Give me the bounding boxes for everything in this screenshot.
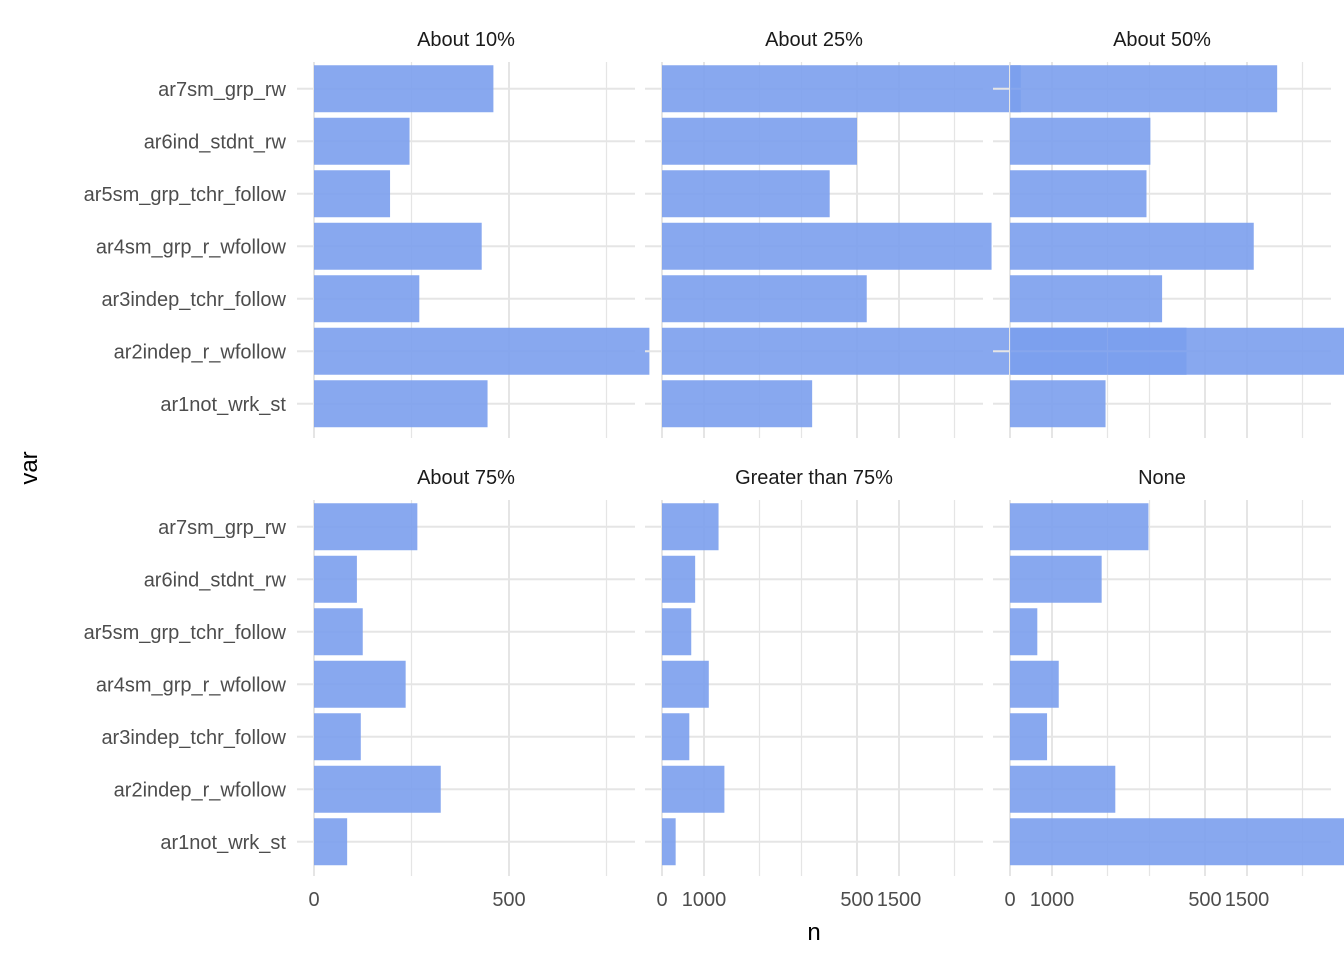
bar-about-75-ar3indep-tchr-follow	[314, 713, 361, 761]
bar-about-50-ar7sm-grp-rw	[1010, 65, 1278, 113]
y-tick-label: ar5sm_grp_tchr_follow	[84, 184, 287, 206]
bar-none-ar6ind-stdnt-rw	[1010, 555, 1102, 603]
bar-about-75-ar5sm-grp-tchr-follow	[314, 608, 363, 656]
x-tick-label: 500	[1188, 889, 1221, 911]
bar-none-ar1not-wrk-st	[1010, 818, 1344, 866]
bar-about-10-ar6ind-stdnt-rw	[314, 117, 410, 165]
y-tick-label: ar3indep_tchr_follow	[101, 727, 286, 749]
bar-none-ar7sm-grp-rw	[1010, 503, 1149, 551]
facet-panels: About 10% About 25% About 50% About 75% Grea…	[297, 29, 1344, 876]
y-axis-title: var	[16, 451, 43, 484]
bar-about-10-ar7sm-grp-rw	[314, 65, 494, 113]
bar-greater-than-75-ar6ind-stdnt-rw	[662, 555, 696, 603]
facet-panel-about-50: About 50%	[993, 29, 1344, 438]
x-tick-label: 0	[656, 889, 667, 911]
bar-about-10-ar4sm-grp-r-wfollow	[314, 222, 482, 270]
y-tick-label: ar6ind_stdnt_rw	[144, 569, 287, 591]
bar-about-50-ar5sm-grp-tchr-follow	[1010, 170, 1147, 218]
facet-strip-label: About 25%	[765, 29, 863, 51]
y-tick-label: ar7sm_grp_rw	[158, 517, 286, 539]
bar-greater-than-75-ar3indep-tchr-follow	[662, 713, 690, 761]
bar-greater-than-75-ar5sm-grp-tchr-follow	[662, 608, 692, 656]
bar-about-75-ar2indep-r-wfollow	[314, 765, 441, 813]
y-tick-label: ar6ind_stdnt_rw	[144, 131, 287, 153]
facet-panel-about-75: About 75%	[297, 467, 900, 876]
x-tick-label: 1000	[682, 889, 727, 911]
bar-about-75-ar6ind-stdnt-rw	[314, 555, 357, 603]
bar-greater-than-75-ar1not-wrk-st	[662, 818, 676, 866]
bar-about-25-ar7sm-grp-rw	[662, 65, 1021, 113]
bar-about-10-ar2indep-r-wfollow	[314, 327, 650, 375]
bar-about-25-ar1not-wrk-st	[662, 380, 813, 428]
y-tick-label: ar2indep_r_wfollow	[114, 779, 287, 801]
bar-about-75-ar7sm-grp-rw	[314, 503, 418, 551]
bar-about-10-ar3indep-tchr-follow	[314, 275, 420, 323]
y-tick-labels: ar1not_wrk_st ar2indep_r_wfollow ar3indep_…	[84, 79, 287, 854]
facet-panel-none: None	[993, 467, 1344, 876]
bar-about-25-ar6ind-stdnt-rw	[662, 117, 857, 165]
x-tick-labels: 050010001500050010001500050010001500	[308, 889, 1270, 911]
facet-strip-label: About 50%	[1113, 29, 1211, 51]
bar-about-75-ar1not-wrk-st	[314, 818, 348, 866]
y-tick-label: ar4sm_grp_r_wfollow	[96, 236, 287, 258]
bar-about-50-ar3indep-tchr-follow	[1010, 275, 1163, 323]
bar-about-25-ar5sm-grp-tchr-follow	[662, 170, 830, 218]
facet-strip-label: None	[1138, 467, 1186, 489]
bar-none-ar4sm-grp-r-wfollow	[1010, 660, 1059, 708]
x-tick-label: 1000	[1030, 889, 1075, 911]
x-tick-label: 1500	[1225, 889, 1270, 911]
facet-strip-label: Greater than 75%	[735, 467, 893, 489]
bar-about-50-ar6ind-stdnt-rw	[1010, 117, 1151, 165]
y-tick-label: ar4sm_grp_r_wfollow	[96, 674, 287, 696]
x-tick-label: 0	[1004, 889, 1015, 911]
bar-none-ar3indep-tchr-follow	[1010, 713, 1048, 761]
y-tick-label: ar1not_wrk_st	[160, 832, 286, 854]
bar-greater-than-75-ar7sm-grp-rw	[662, 503, 719, 551]
x-axis-title: n	[807, 919, 820, 946]
bar-about-50-ar2indep-r-wfollow	[1010, 327, 1344, 375]
y-tick-label: ar7sm_grp_rw	[158, 79, 286, 101]
bar-about-25-ar4sm-grp-r-wfollow	[662, 222, 992, 270]
bar-about-25-ar3indep-tchr-follow	[662, 275, 867, 323]
bar-greater-than-75-ar4sm-grp-r-wfollow	[662, 660, 709, 708]
x-tick-label: 500	[492, 889, 525, 911]
bar-about-50-ar1not-wrk-st	[1010, 380, 1106, 428]
facet-strip-label: About 75%	[417, 467, 515, 489]
bar-none-ar5sm-grp-tchr-follow	[1010, 608, 1038, 656]
x-tick-label: 0	[308, 889, 319, 911]
x-tick-label: 1500	[877, 889, 922, 911]
facet-strip-label: About 10%	[417, 29, 515, 51]
y-tick-label: ar1not_wrk_st	[160, 394, 286, 416]
bar-none-ar2indep-r-wfollow	[1010, 765, 1116, 813]
x-tick-label: 500	[840, 889, 873, 911]
facet-panel-about-10: About 10%	[297, 29, 900, 438]
bar-greater-than-75-ar2indep-r-wfollow	[662, 765, 725, 813]
y-tick-label: ar5sm_grp_tchr_follow	[84, 622, 287, 644]
bar-about-10-ar1not-wrk-st	[314, 380, 488, 428]
y-tick-label: ar3indep_tchr_follow	[101, 289, 286, 311]
bar-about-10-ar5sm-grp-tchr-follow	[314, 170, 391, 218]
bar-about-50-ar4sm-grp-r-wfollow	[1010, 222, 1254, 270]
facet-panel-greater-than-75: Greater than 75%	[645, 467, 1248, 876]
y-tick-label: ar2indep_r_wfollow	[114, 341, 287, 363]
bar-about-75-ar4sm-grp-r-wfollow	[314, 660, 406, 708]
